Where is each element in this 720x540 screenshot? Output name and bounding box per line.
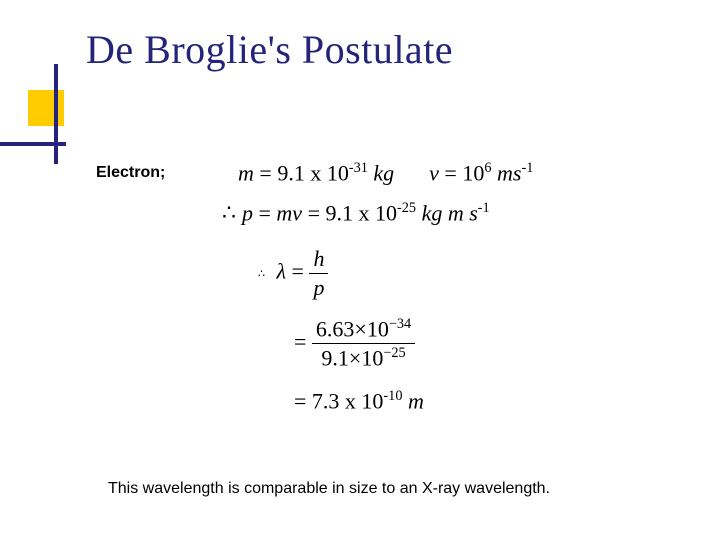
accent-square [28, 90, 64, 126]
vel-unit-exp: -1 [521, 160, 533, 176]
var-v: v [429, 160, 439, 185]
therefore-symbol: ∴ [222, 200, 236, 225]
eq-sign: = [294, 329, 312, 354]
equation-lambda-def: ∴ λ = hp [258, 246, 328, 301]
var-m: m [238, 160, 254, 185]
denominator: 9.1×10−25 [312, 345, 415, 371]
eq-sign: = [439, 160, 462, 185]
eq-sign: = [302, 200, 325, 225]
mass-unit: kg [368, 160, 394, 185]
eq-sign: = [286, 259, 309, 284]
equation-lambda-calc: = 6.63×10−34 9.1×10−25 [294, 316, 415, 372]
electron-label: Electron; [96, 164, 165, 182]
eq-sign: = [253, 200, 276, 225]
p-exp: -25 [397, 200, 416, 216]
mv: mv [276, 200, 302, 225]
fraction-h-over-p: hp [309, 246, 328, 301]
equation-lambda-result: = 7.3 x 10-10 m [294, 388, 424, 414]
mass-exp: -31 [349, 160, 368, 176]
result-unit: m [402, 388, 423, 413]
result-exp: -10 [383, 388, 402, 404]
eq-sign: = [294, 388, 312, 413]
mass-value: 9.1 x 10 [277, 160, 349, 185]
vel-unit: ms [491, 160, 521, 185]
accent-bar-vertical [54, 64, 58, 164]
therefore-symbol-small: ∴ [258, 268, 265, 280]
vel-value: 10 [462, 160, 484, 185]
var-lambda: λ [277, 259, 287, 284]
equation-mass-velocity: m = 9.1 x 10-31 kg v = 106 ms-1 [238, 160, 533, 186]
denominator: p [309, 275, 328, 301]
var-p: p [242, 200, 253, 225]
result-value: 7.3 x 10 [312, 388, 384, 413]
fraction-calc: 6.63×10−34 9.1×10−25 [312, 316, 415, 372]
numerator: 6.63×10−34 [312, 316, 415, 342]
slide: De Broglie's Postulate Electron; m = 9.1… [0, 0, 720, 540]
equation-momentum: ∴p = mv = 9.1 x 10-25 kg m s-1 [222, 200, 490, 226]
slide-title: De Broglie's Postulate [86, 26, 453, 73]
p-unit: kg m s [416, 200, 478, 225]
eq-sign: = [254, 160, 277, 185]
numerator: h [309, 246, 328, 272]
p-value: 9.1 x 10 [326, 200, 398, 225]
p-unit-exp: -1 [478, 200, 490, 216]
footer-note: This wavelength is comparable in size to… [108, 480, 550, 498]
